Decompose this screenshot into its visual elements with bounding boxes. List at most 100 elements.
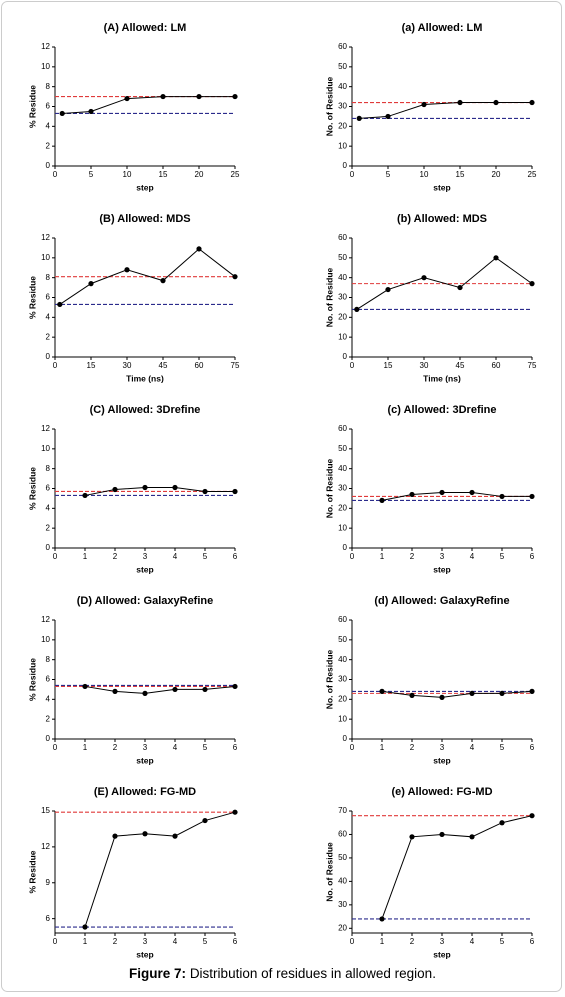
y-axis-label: % Residue — [27, 85, 37, 128]
data-point — [172, 484, 178, 491]
data-point — [142, 690, 148, 696]
data-point — [202, 488, 208, 495]
data-point — [385, 286, 391, 293]
x-tick-label: 5 — [500, 937, 505, 946]
data-point — [379, 916, 385, 922]
series-line — [84, 487, 235, 496]
x-tick-label: 30 — [123, 361, 132, 370]
y-tick-label: 2 — [46, 714, 51, 723]
y-tick-label: 6 — [46, 914, 51, 923]
data-point — [493, 255, 499, 261]
chart-title: (D) Allowed: GalaxyRefine — [77, 595, 214, 607]
y-tick-label: 40 — [338, 876, 347, 885]
x-tick-label: 15 — [456, 170, 465, 179]
y-tick-label: 12 — [41, 233, 50, 242]
data-point — [354, 306, 360, 312]
y-axis-label: % Residue — [27, 467, 37, 510]
x-axis-label: step — [136, 564, 153, 574]
x-tick-label: 2 — [410, 937, 415, 946]
y-tick-label: 10 — [41, 444, 50, 453]
y-tick-label: 40 — [338, 464, 347, 473]
x-tick-label: 6 — [530, 743, 535, 752]
data-point — [112, 688, 118, 695]
y-tick-label: 30 — [338, 102, 347, 111]
x-axis-label: Time (ns) — [423, 373, 461, 383]
x-tick-label: 4 — [173, 552, 178, 561]
data-point — [232, 488, 238, 495]
x-tick-label: 0 — [53, 170, 58, 179]
y-tick-label: 30 — [338, 900, 347, 909]
y-tick-label: 12 — [41, 424, 50, 433]
x-tick-label: 2 — [113, 937, 118, 946]
y-tick-label: 8 — [46, 655, 51, 664]
x-tick-label: 45 — [159, 361, 168, 370]
x-tick-label: 25 — [528, 170, 537, 179]
y-tick-label: 6 — [46, 293, 51, 302]
x-tick-label: 4 — [470, 552, 475, 561]
data-point — [499, 493, 505, 500]
x-axis-label: step — [433, 182, 450, 192]
x-tick-label: 0 — [53, 552, 58, 561]
data-point — [112, 486, 118, 493]
data-point — [385, 113, 391, 120]
x-tick-label: 5 — [500, 743, 505, 752]
data-point — [457, 284, 463, 291]
x-tick-label: 3 — [143, 937, 148, 946]
data-point — [160, 93, 166, 100]
data-point — [172, 833, 178, 839]
x-tick-label: 1 — [83, 743, 88, 752]
y-tick-label: 12 — [41, 42, 50, 51]
data-point — [439, 694, 445, 700]
x-tick-label: 6 — [530, 937, 535, 946]
data-point — [232, 683, 238, 690]
series-line — [59, 248, 236, 305]
data-point — [124, 267, 130, 273]
data-point — [232, 274, 238, 280]
y-tick-label: 60 — [338, 233, 347, 242]
y-tick-label: 10 — [338, 332, 347, 341]
x-tick-label: 5 — [386, 170, 391, 179]
data-point — [196, 246, 202, 252]
chart-title: (B) Allowed: MDS — [99, 213, 190, 225]
y-tick-label: 40 — [338, 273, 347, 282]
data-point — [112, 833, 118, 839]
x-tick-label: 60 — [195, 361, 204, 370]
data-point — [469, 834, 475, 840]
y-tick-label: 50 — [338, 253, 347, 262]
x-tick-label: 6 — [233, 552, 238, 561]
chart-title: (b) Allowed: MDS — [397, 213, 487, 225]
x-tick-label: 0 — [53, 361, 58, 370]
x-tick-label: 45 — [456, 361, 465, 370]
data-point — [356, 115, 362, 121]
y-tick-label: 20 — [338, 121, 347, 130]
y-tick-label: 0 — [46, 543, 51, 552]
data-point — [142, 831, 148, 837]
chart-title: (C) Allowed: 3Drefine — [90, 404, 201, 416]
x-tick-label: 1 — [380, 552, 385, 561]
data-point — [88, 108, 94, 115]
y-tick-label: 10 — [338, 523, 347, 532]
data-point — [439, 831, 445, 838]
y-axis-label: % Residue — [27, 658, 37, 701]
x-axis-label: Time (ns) — [126, 373, 164, 383]
y-axis-label: % Residue — [27, 850, 37, 893]
x-tick-label: 15 — [159, 170, 168, 179]
data-point — [196, 93, 202, 100]
y-tick-label: 30 — [338, 293, 347, 302]
x-tick-label: 10 — [123, 170, 132, 179]
data-point — [499, 820, 505, 826]
x-tick-label: 4 — [173, 743, 178, 752]
data-point — [529, 281, 535, 287]
y-tick-label: 10 — [41, 62, 50, 71]
y-tick-label: 4 — [46, 312, 51, 321]
data-point — [469, 690, 475, 696]
y-tick-label: 60 — [338, 615, 347, 624]
chart-title: (e) Allowed: FG-MD — [391, 786, 492, 798]
series-line — [356, 257, 533, 310]
x-tick-label: 0 — [350, 937, 355, 946]
caption-label: Figure 7: — [129, 966, 187, 981]
x-tick-label: 0 — [350, 361, 355, 370]
y-axis-label: No. of Residue — [324, 76, 334, 136]
y-tick-label: 8 — [46, 273, 51, 282]
